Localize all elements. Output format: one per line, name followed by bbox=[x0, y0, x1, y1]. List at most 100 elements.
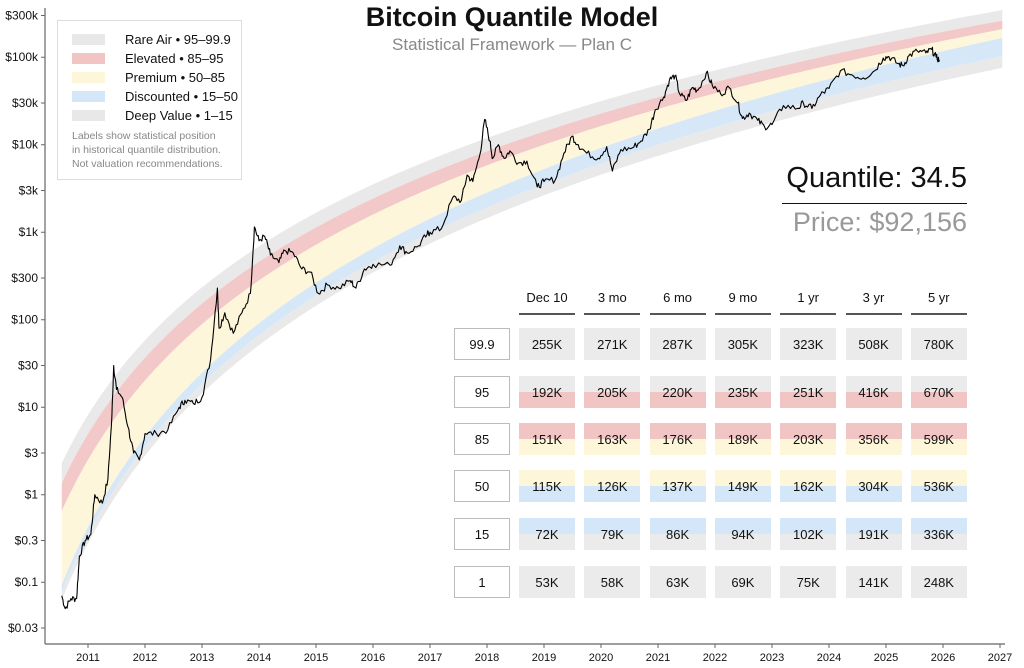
table-cell: 220K bbox=[649, 376, 706, 408]
y-tick-label: $1k bbox=[19, 225, 39, 239]
legend-label: Premium • 50–85 bbox=[125, 69, 225, 85]
y-tick-label: $0.3 bbox=[15, 534, 39, 548]
column-header-underline bbox=[584, 313, 641, 315]
y-tick-label: $30 bbox=[18, 359, 38, 373]
chart-subtitle: Statistical Framework — Plan C bbox=[392, 35, 632, 54]
chart-title: Bitcoin Quantile Model bbox=[365, 2, 659, 32]
table-cell: 235K bbox=[714, 376, 771, 408]
table-cell: 149K bbox=[714, 470, 771, 502]
y-tick-label: $10 bbox=[18, 400, 38, 414]
x-tick-label: 2015 bbox=[304, 652, 328, 664]
table-cell: 192K bbox=[519, 376, 575, 408]
x-tick-label: 2025 bbox=[874, 652, 898, 664]
x-tick-label: 2018 bbox=[475, 652, 499, 664]
legend-label: Rare Air • 95–99.9 bbox=[125, 31, 231, 47]
table-cell: 126K bbox=[584, 470, 641, 502]
table-cell: 248K bbox=[910, 566, 967, 598]
table-cell: 137K bbox=[649, 470, 706, 502]
legend-swatch bbox=[72, 90, 105, 102]
table-cell: 599K bbox=[910, 423, 967, 455]
table-cell: 271K bbox=[584, 328, 641, 360]
legend-label: Discounted • 15–50 bbox=[125, 88, 238, 104]
y-tick-label: $100 bbox=[11, 313, 38, 327]
column-header-underline bbox=[519, 313, 575, 315]
price-line bbox=[61, 46, 941, 610]
row-quantile-label: 50 bbox=[454, 470, 510, 502]
y-tick-label: $300 bbox=[11, 271, 38, 285]
legend-note-line: Not valuation recommendations. bbox=[72, 158, 223, 170]
legend-note-line: in historical quantile distribution. bbox=[72, 144, 221, 156]
y-tick-label: $1 bbox=[25, 488, 39, 502]
x-tick-label: 2013 bbox=[190, 652, 214, 664]
table-cell: 251K bbox=[780, 376, 837, 408]
legend-item-deep-value: Deep Value • 1–15 bbox=[72, 107, 233, 123]
column-header: Dec 10 bbox=[526, 290, 568, 305]
table-cell: 304K bbox=[845, 470, 902, 502]
table-cell: 86K bbox=[649, 518, 706, 550]
row-quantile-label: 99.9 bbox=[454, 328, 510, 360]
row-quantile-label: 95 bbox=[454, 376, 510, 408]
price-readout: Price: $92,156 bbox=[792, 207, 967, 237]
y-tick-label: $3 bbox=[25, 446, 39, 460]
x-tick-label: 2021 bbox=[646, 652, 670, 664]
x-tick-label: 2016 bbox=[361, 652, 385, 664]
table-cell: 58K bbox=[584, 566, 641, 598]
y-tick-label: $3k bbox=[19, 184, 39, 198]
legend-label: Elevated • 85–95 bbox=[125, 50, 224, 66]
table-cell: 75K bbox=[780, 566, 837, 598]
legend-swatch bbox=[72, 33, 105, 45]
quantile-underline bbox=[782, 203, 967, 204]
y-tick-label: $100k bbox=[5, 50, 39, 64]
column-header-underline bbox=[910, 313, 967, 315]
column-header: 3 mo bbox=[597, 290, 627, 305]
table-cell: 162K bbox=[780, 470, 837, 502]
table-cell: 191K bbox=[845, 518, 902, 550]
table-cell: 416K bbox=[845, 376, 902, 408]
row-quantile-label: 1 bbox=[454, 566, 510, 598]
table-cell: 670K bbox=[910, 376, 967, 408]
table-cell: 176K bbox=[649, 423, 706, 455]
table-cell: 94K bbox=[714, 518, 771, 550]
x-tick-label: 2014 bbox=[247, 652, 271, 664]
x-tick-label: 2017 bbox=[418, 652, 442, 664]
column-header: 5 yr bbox=[927, 290, 950, 305]
table-cell: 102K bbox=[780, 518, 837, 550]
legend-note: Labels show statistical position in hist… bbox=[72, 129, 223, 171]
table-cell: 536K bbox=[910, 470, 967, 502]
table-cell: 53K bbox=[519, 566, 575, 598]
legend-item-discounted: Discounted • 15–50 bbox=[72, 88, 238, 104]
table-cell: 323K bbox=[780, 328, 837, 360]
legend-item-premium: Premium • 50–85 bbox=[72, 69, 225, 85]
band-premium bbox=[61, 29, 1003, 586]
x-tick-label: 2024 bbox=[817, 652, 841, 664]
table-cell: 305K bbox=[714, 328, 771, 360]
x-tick-label: 2011 bbox=[76, 652, 100, 664]
table-cell: 141K bbox=[845, 566, 902, 598]
y-tick-label: $0.1 bbox=[15, 575, 39, 589]
table-cell: 115K bbox=[519, 470, 575, 502]
x-tick-label: 2012 bbox=[133, 652, 157, 664]
column-header: 9 mo bbox=[728, 290, 758, 305]
x-tick-label: 2026 bbox=[931, 652, 955, 664]
table-cell: 69K bbox=[714, 566, 771, 598]
column-header-underline bbox=[845, 313, 902, 315]
legend-label: Deep Value • 1–15 bbox=[125, 107, 233, 123]
legend-note-line: Labels show statistical position bbox=[72, 130, 216, 142]
table-cell: 203K bbox=[780, 423, 837, 455]
table-cell: 255K bbox=[519, 328, 575, 360]
table-cell: 356K bbox=[845, 423, 902, 455]
legend-item-rare-air: Rare Air • 95–99.9 bbox=[72, 31, 231, 47]
table-cell: 163K bbox=[584, 423, 641, 455]
column-header: 6 mo bbox=[663, 290, 693, 305]
x-tick-label: 2022 bbox=[703, 652, 727, 664]
column-header: 3 yr bbox=[862, 290, 885, 305]
legend-swatch bbox=[72, 109, 105, 121]
x-tick-label: 2027 bbox=[988, 652, 1012, 664]
row-quantile-label: 15 bbox=[454, 518, 510, 550]
table-cell: 780K bbox=[910, 328, 967, 360]
table-cell: 205K bbox=[584, 376, 641, 408]
quantile-readout: Quantile: 34.5 bbox=[786, 162, 967, 194]
column-header: 1 yr bbox=[797, 290, 820, 305]
table-cell: 189K bbox=[714, 423, 771, 455]
